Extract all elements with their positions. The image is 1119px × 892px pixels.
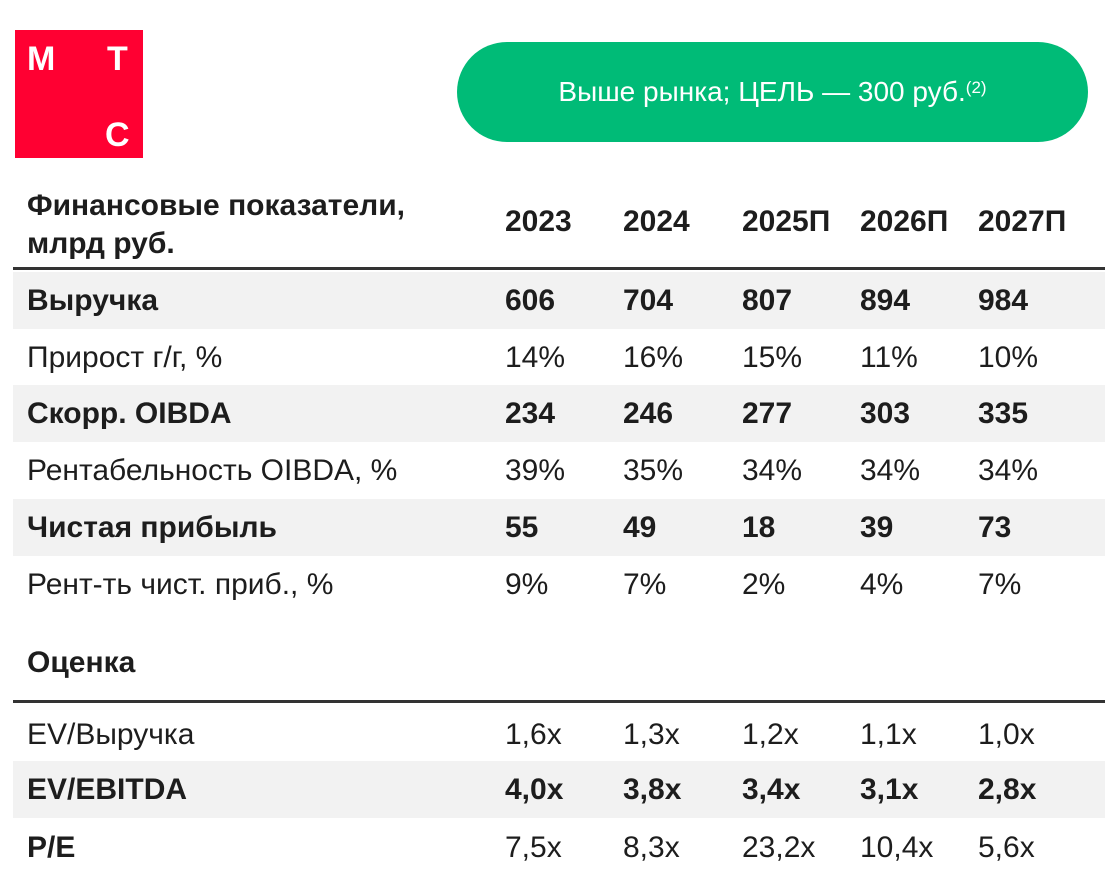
rating-text: Выше рынка; ЦЕЛЬ — 300 руб. bbox=[558, 76, 966, 107]
cell-value: 39% bbox=[505, 453, 566, 487]
cell-value: 73 bbox=[978, 510, 1012, 544]
table-row: Рент-ть чист. приб., % 9% 7% 2% 4% 7% bbox=[13, 556, 1105, 613]
cell-value: 15% bbox=[742, 340, 803, 374]
table-header: Финансовые показатели, млрд руб. 2023 202… bbox=[13, 183, 1105, 267]
cell-value: 55 bbox=[505, 510, 539, 544]
cell-value: 246 bbox=[623, 396, 674, 430]
section-title: Оценка bbox=[27, 645, 136, 679]
cell-value: 894 bbox=[860, 283, 911, 317]
logo-letter: М bbox=[27, 40, 56, 78]
row-label: Выручка bbox=[27, 283, 159, 317]
cell-value: 807 bbox=[742, 283, 793, 317]
cell-value: 234 bbox=[505, 396, 556, 430]
row-label: Рентабельность OIBDA, % bbox=[27, 453, 398, 487]
cell-value: 4,0x bbox=[505, 772, 564, 806]
table-row: Выручка 606 704 807 894 984 bbox=[13, 272, 1105, 329]
cell-value: 35% bbox=[623, 453, 684, 487]
year-header: 2026П bbox=[860, 205, 949, 238]
cell-value: 11% bbox=[860, 340, 918, 374]
table-row: Скорр. OIBDA 234 246 277 303 335 bbox=[13, 385, 1105, 442]
cell-value: 34% bbox=[742, 453, 803, 487]
cell-value: 277 bbox=[742, 396, 793, 430]
cell-value: 3,1x bbox=[860, 772, 919, 806]
row-label: EV/EBITDA bbox=[27, 772, 188, 806]
cell-value: 3,4x bbox=[742, 772, 801, 806]
cell-value: 704 bbox=[623, 283, 674, 317]
cell-value: 8,3x bbox=[623, 830, 680, 864]
rating-banner: Выше рынка; ЦЕЛЬ — 300 руб. (2) bbox=[457, 42, 1088, 142]
cell-value: 2% bbox=[742, 567, 786, 601]
table-row: EV/EBITDA 4,0x 3,8x 3,4x 3,1x 2,8x bbox=[13, 761, 1105, 818]
cell-value: 1,2x bbox=[742, 717, 799, 751]
cell-value: 5,6x bbox=[978, 830, 1035, 864]
cell-value: 7,5x bbox=[505, 830, 562, 864]
logo-letter: Т bbox=[107, 40, 128, 78]
cell-value: 4% bbox=[860, 567, 904, 601]
year-header: 2023 bbox=[505, 205, 572, 238]
cell-value: 23,2x bbox=[742, 830, 816, 864]
cell-value: 1,6x bbox=[505, 717, 562, 751]
table-row: Прирост г/г, % 14% 16% 15% 11% 10% bbox=[13, 329, 1105, 386]
year-header: 2024 bbox=[623, 205, 690, 238]
cell-value: 10% bbox=[978, 340, 1039, 374]
row-label: P/E bbox=[27, 830, 76, 864]
cell-value: 1,1x bbox=[860, 717, 917, 751]
footnote-ref: (2) bbox=[965, 78, 987, 97]
cell-value: 49 bbox=[623, 510, 657, 544]
year-header: 2025П bbox=[742, 205, 831, 238]
cell-value: 2,8x bbox=[978, 772, 1037, 806]
cell-value: 34% bbox=[860, 453, 921, 487]
table-row: P/E 7,5x 8,3x 23,2x 10,4x 5,6x bbox=[13, 819, 1105, 876]
cell-value: 335 bbox=[978, 396, 1029, 430]
row-label: Рент-ть чист. приб., % bbox=[27, 567, 334, 601]
cell-value: 39 bbox=[860, 510, 894, 544]
cell-value: 606 bbox=[505, 283, 556, 317]
table-row: Рентабельность OIBDA, % 39% 35% 34% 34% 34% bbox=[13, 442, 1105, 499]
header-label: Финансовые показатели, млрд руб. bbox=[27, 189, 405, 260]
valuation-title-row: Оценка bbox=[13, 634, 1105, 691]
cell-value: 984 bbox=[978, 283, 1029, 317]
cell-value: 34% bbox=[978, 453, 1039, 487]
table-row: EV/Выручка 1,6x 1,3x 1,2x 1,1x 1,0x bbox=[13, 706, 1105, 763]
cell-value: 303 bbox=[860, 396, 911, 430]
cell-value: 16% bbox=[623, 340, 684, 374]
mts-logo: М Т С bbox=[15, 30, 143, 158]
cell-value: 7% bbox=[978, 567, 1022, 601]
row-label: Чистая прибыль bbox=[27, 510, 277, 544]
logo-letter: С bbox=[105, 116, 130, 154]
cell-value: 9% bbox=[505, 567, 549, 601]
cell-value: 3,8x bbox=[623, 772, 682, 806]
divider bbox=[13, 700, 1105, 703]
cell-value: 10,4x bbox=[860, 830, 934, 864]
cell-value: 14% bbox=[505, 340, 566, 374]
divider bbox=[13, 267, 1105, 270]
table-row: Чистая прибыль 55 49 18 39 73 bbox=[13, 499, 1105, 556]
cell-value: 18 bbox=[742, 510, 776, 544]
cell-value: 1,3x bbox=[623, 717, 680, 751]
row-label: Прирост г/г, % bbox=[27, 340, 223, 374]
cell-value: 7% bbox=[623, 567, 667, 601]
cell-value: 1,0x bbox=[978, 717, 1035, 751]
row-label: EV/Выручка bbox=[27, 717, 195, 751]
row-label: Скорр. OIBDA bbox=[27, 396, 232, 430]
year-header: 2027П bbox=[978, 205, 1067, 238]
